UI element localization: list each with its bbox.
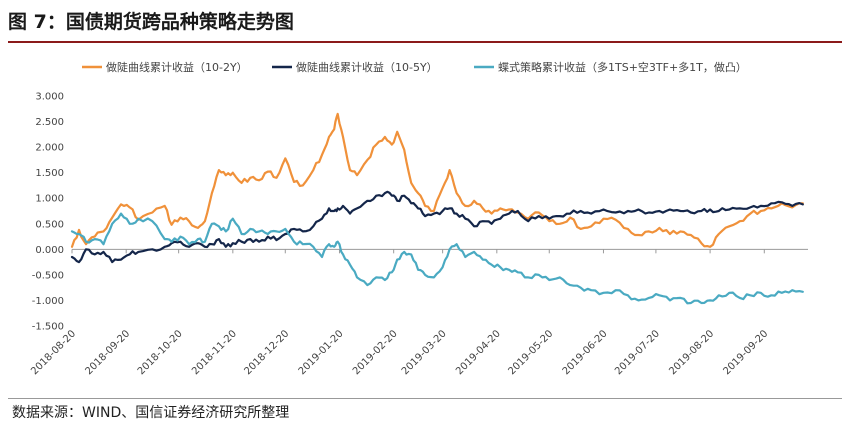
figure-title: 图 7：国债期货跨品种策略走势图 (8, 11, 294, 33)
legend-label: 蝶式策略累计收益（多1TS+空3TF+多1T，做凸） (498, 60, 747, 74)
legend-label: 做陡曲线累计收益（10-2Y） (106, 60, 248, 74)
x-tick-label: 2019-03-20 (400, 328, 449, 377)
source-divider (8, 398, 842, 399)
series-line-1 (70, 112, 804, 248)
legend-label: 做陡曲线累计收益（10-5Y） (296, 60, 438, 74)
x-tick-label: 2019-01-20 (297, 328, 346, 377)
title-divider (8, 41, 842, 43)
y-tick-label: 0.000 (35, 245, 64, 256)
x-tick-label: 2018-10-20 (136, 328, 185, 377)
series-line-2 (70, 190, 804, 264)
y-axis: 3.000 2.500 2.000 1.500 1.000 0.500 0.000 -0.50… (32, 92, 64, 333)
y-tick-label: 3.000 (35, 92, 64, 103)
y-tick-label: -1.000 (32, 296, 64, 307)
x-tick-label: 2019-08-20 (667, 328, 716, 377)
x-tick-label: 2018-11-20 (190, 328, 239, 377)
line-chart: 做陡曲线累计收益（10-2Y） 做陡曲线累计收益（10-5Y） 蝶式策略累计收益（多… (29, 60, 808, 377)
y-tick-label: 2.500 (35, 117, 64, 128)
x-tick-label: 2019-05-20 (507, 328, 556, 377)
chart-legend: 做陡曲线累计收益（10-2Y） 做陡曲线累计收益（10-5Y） 蝶式策略累计收益（多… (82, 60, 747, 74)
series-line-3 (70, 212, 804, 305)
y-tick-label: 1.500 (35, 168, 64, 179)
x-tick-label: 2019-09-20 (722, 328, 771, 377)
y-tick-label: -1.500 (32, 322, 64, 333)
x-tick-label: 2018-08-20 (29, 328, 78, 377)
x-tick-label: 2019-07-20 (613, 328, 662, 377)
x-tick-label: 2019-02-20 (351, 328, 400, 377)
x-tick-label: 2019-06-20 (561, 328, 610, 377)
x-tick-label: 2018-09-20 (83, 328, 132, 377)
x-tick-label: 2018-12-20 (243, 328, 292, 377)
y-tick-label: 1.000 (35, 194, 64, 205)
x-tick-label: 2019-04-20 (454, 328, 503, 377)
y-tick-label: 2.000 (35, 143, 64, 154)
figure-source: 数据来源：WIND、国信证券经济研究所整理 (12, 405, 290, 421)
series-group (70, 112, 804, 305)
y-tick-label: 0.500 (35, 219, 64, 230)
y-tick-label: -0.500 (32, 270, 64, 281)
